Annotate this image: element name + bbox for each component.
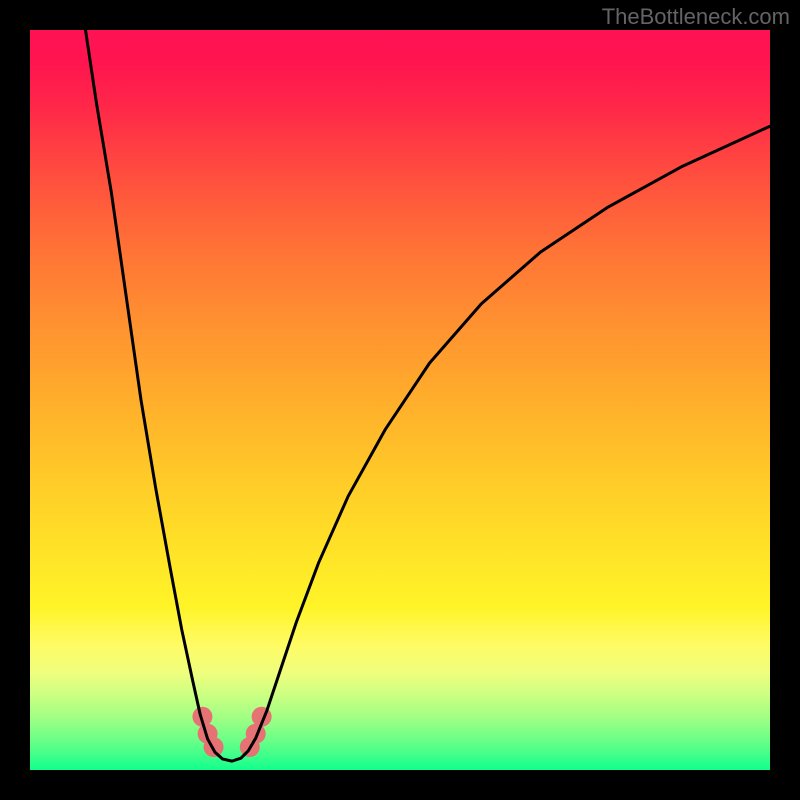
curve-layer: [30, 30, 770, 770]
chart-container: TheBottleneck.com: [0, 0, 800, 800]
plot-area: [30, 30, 770, 770]
bottleneck-curve: [86, 30, 771, 761]
watermark-text: TheBottleneck.com: [602, 4, 790, 30]
